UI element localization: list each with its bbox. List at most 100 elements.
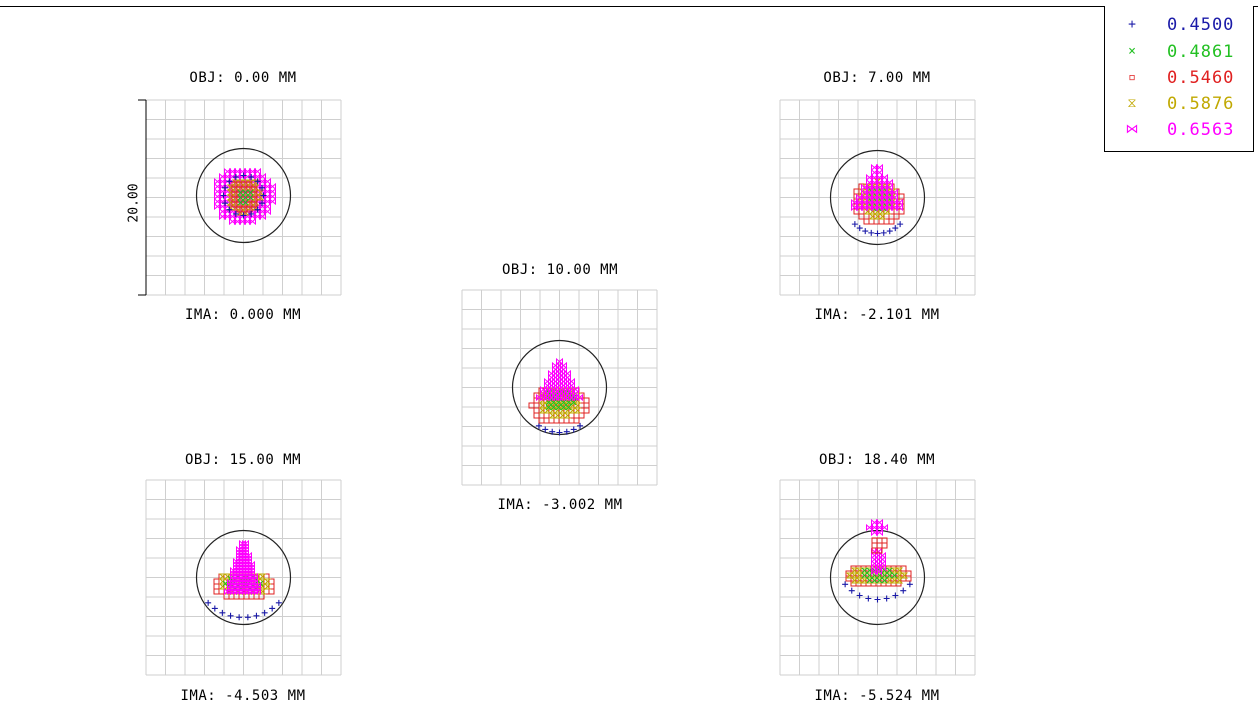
ray-point bbox=[560, 361, 567, 370]
legend-marker: × bbox=[1128, 44, 1136, 59]
ray-point bbox=[254, 178, 261, 185]
ray-point bbox=[548, 412, 555, 419]
ray-point bbox=[874, 596, 881, 603]
ray-point bbox=[573, 412, 580, 419]
ray-point bbox=[563, 428, 570, 435]
ray-point bbox=[871, 198, 878, 207]
ray-point bbox=[573, 407, 582, 414]
ray-point bbox=[219, 177, 226, 186]
ray-point bbox=[883, 218, 890, 225]
ray-point bbox=[871, 528, 878, 537]
ray-point bbox=[264, 177, 271, 186]
ray-point bbox=[861, 188, 868, 197]
ray-point bbox=[213, 583, 220, 590]
ray-point bbox=[227, 612, 234, 619]
ray-point bbox=[876, 183, 883, 192]
ray-point bbox=[254, 172, 261, 181]
ray-point bbox=[876, 198, 883, 207]
legend-label: 0.5460 bbox=[1167, 68, 1235, 88]
ray-point bbox=[879, 559, 886, 568]
ray-point bbox=[564, 373, 571, 382]
legend-entry: ⋈ 0.6563 bbox=[1105, 119, 1255, 141]
ray-point bbox=[242, 199, 249, 206]
ray-point bbox=[560, 399, 567, 406]
ray-point bbox=[246, 206, 253, 213]
ray-point bbox=[224, 187, 231, 196]
ray-point bbox=[855, 577, 864, 584]
ray-point bbox=[866, 203, 873, 212]
ray-point bbox=[881, 203, 888, 212]
ray-point bbox=[253, 612, 260, 619]
ray-point bbox=[573, 417, 580, 424]
ray-point bbox=[224, 212, 231, 221]
ray-point bbox=[239, 217, 246, 226]
ray-point bbox=[861, 572, 868, 579]
ray-point bbox=[876, 163, 883, 172]
ray-point bbox=[219, 197, 226, 206]
ray-point bbox=[892, 225, 899, 232]
ima-field-label: IMA: -4.503 MM bbox=[180, 688, 306, 704]
legend-marker: ⋈ bbox=[1125, 122, 1139, 137]
ray-point bbox=[568, 377, 575, 386]
ray-point bbox=[850, 577, 859, 584]
ima-field-label: IMA: -2.101 MM bbox=[814, 307, 940, 323]
ray-point bbox=[856, 203, 863, 212]
ray-point bbox=[251, 587, 258, 596]
ray-point bbox=[259, 177, 266, 186]
ray-point bbox=[866, 183, 873, 192]
ray-point bbox=[218, 588, 225, 595]
ray-point bbox=[248, 174, 255, 181]
ray-point bbox=[851, 198, 858, 207]
ray-point bbox=[218, 573, 225, 580]
spot-panel bbox=[779, 479, 976, 676]
legend-entry: × 0.4861 bbox=[1105, 41, 1255, 63]
ray-point bbox=[871, 523, 878, 532]
ray-point bbox=[879, 563, 886, 572]
ray-point bbox=[258, 184, 265, 191]
ray-point bbox=[873, 213, 882, 220]
obj-field-label: OBJ: 7.00 MM bbox=[823, 70, 931, 86]
ray-point bbox=[259, 202, 266, 211]
ray-point bbox=[878, 213, 887, 220]
ray-point bbox=[543, 412, 550, 419]
ray-point bbox=[275, 599, 282, 606]
ray-point bbox=[866, 188, 873, 197]
ray-point bbox=[879, 551, 886, 560]
ray-point bbox=[545, 404, 552, 411]
ray-point bbox=[218, 583, 227, 590]
ray-point bbox=[900, 587, 907, 594]
ray-point bbox=[871, 178, 878, 187]
ray-point bbox=[259, 172, 266, 181]
ray-point bbox=[249, 212, 256, 221]
spot-panel bbox=[145, 479, 342, 676]
ray-point bbox=[871, 577, 878, 584]
ray-point bbox=[264, 202, 271, 211]
ray-point bbox=[861, 198, 868, 207]
airy-disk-circle bbox=[829, 149, 926, 246]
ray-point bbox=[875, 567, 882, 576]
ray-point bbox=[876, 528, 883, 537]
ray-point bbox=[236, 209, 245, 216]
ray-point bbox=[556, 357, 563, 366]
ray-point bbox=[876, 188, 883, 197]
ray-point bbox=[239, 167, 246, 176]
ray-point bbox=[240, 212, 247, 219]
ray-point bbox=[240, 172, 247, 179]
ray-point bbox=[232, 174, 239, 181]
ray-point bbox=[891, 188, 898, 197]
ray-point bbox=[583, 397, 590, 404]
spot-panel bbox=[461, 289, 658, 486]
ray-point bbox=[244, 167, 251, 176]
ray-point bbox=[876, 203, 883, 212]
ray-point bbox=[881, 198, 888, 207]
ray-point bbox=[881, 567, 888, 574]
ray-point bbox=[896, 198, 903, 207]
ray-point bbox=[254, 167, 261, 176]
ray-point bbox=[891, 203, 898, 212]
ray-point bbox=[898, 193, 905, 200]
ray-point bbox=[886, 228, 893, 235]
ray-point bbox=[269, 605, 276, 612]
scale-bar bbox=[138, 99, 147, 296]
ray-point bbox=[556, 429, 563, 436]
ray-point bbox=[558, 412, 567, 419]
